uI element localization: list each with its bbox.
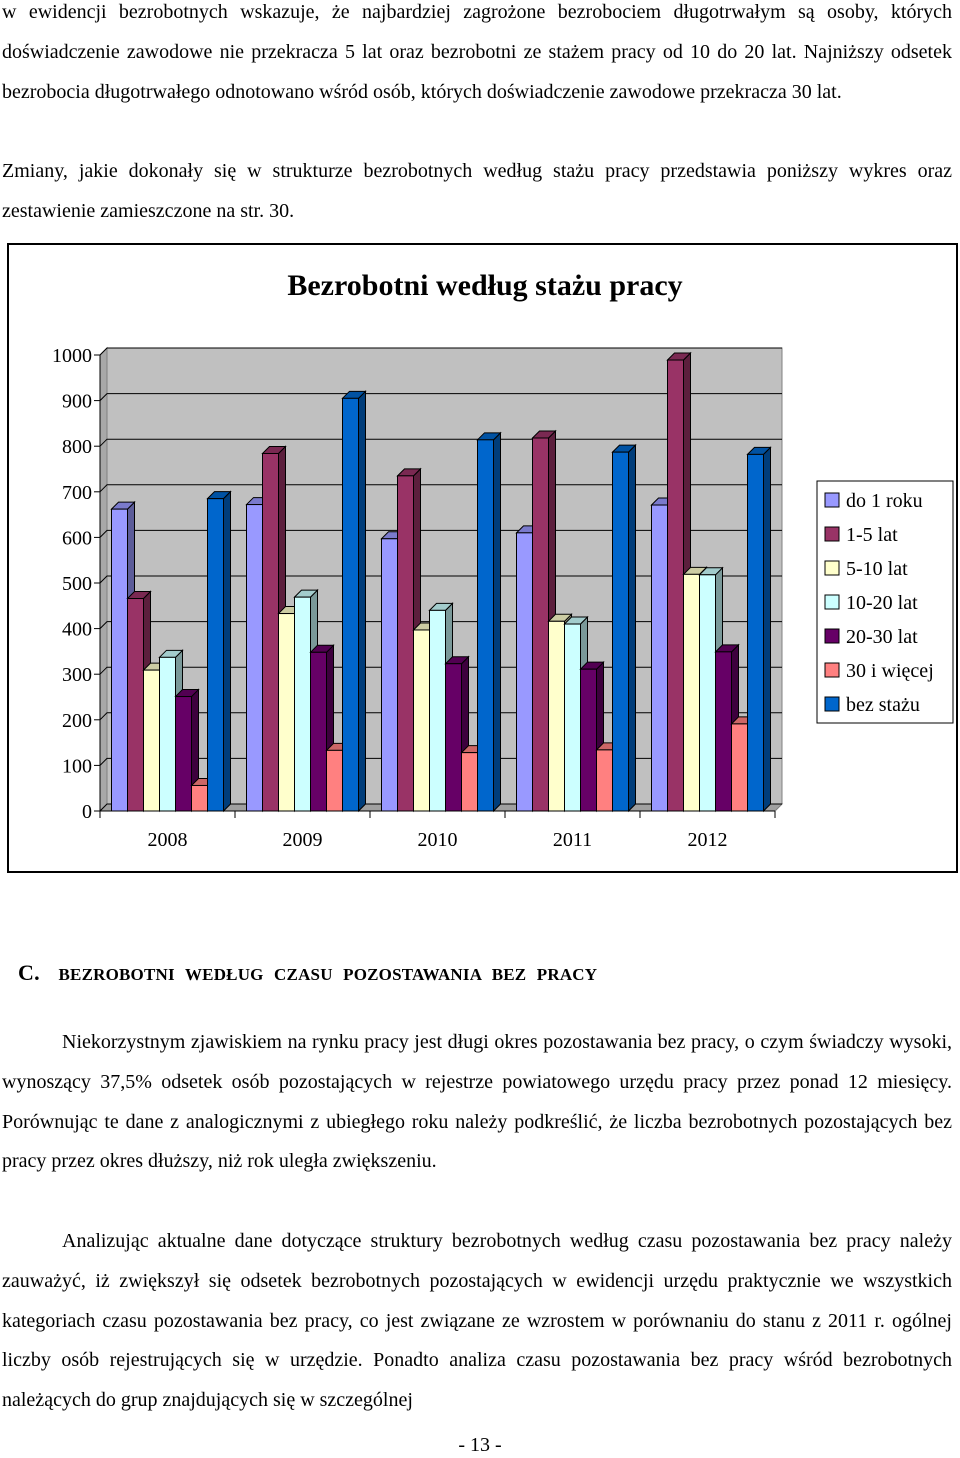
chart-title: Bezrobotni według stażu pracy xyxy=(287,269,682,302)
legend-swatch xyxy=(824,662,840,678)
legend-swatch xyxy=(824,560,840,576)
bar-front xyxy=(207,498,224,812)
gridline xyxy=(99,347,782,356)
bar-front xyxy=(413,629,430,812)
legend-label: 1-5 lat xyxy=(846,524,898,546)
bar-front xyxy=(191,784,208,812)
bar-front xyxy=(516,532,533,812)
section-heading: C. BEZROBOTNI WEDŁUG CZASU POZOSTAWANIA … xyxy=(18,960,597,986)
bar-front xyxy=(111,508,128,812)
bar-front xyxy=(143,669,160,812)
legend-label: 30 i więcej xyxy=(846,660,934,682)
bar-front xyxy=(651,504,668,812)
bar-front xyxy=(477,439,494,812)
page-number: - 13 - xyxy=(458,1434,502,1456)
section-title: BEZROBOTNI WEDŁUG CZASU POZOSTAWANIA BEZ… xyxy=(58,965,598,984)
bar-front xyxy=(596,749,613,812)
bar-front xyxy=(246,504,263,812)
legend-label: 5-10 lat xyxy=(846,558,908,580)
bar-front xyxy=(580,668,597,812)
bar-front xyxy=(262,452,279,812)
bar xyxy=(341,390,367,813)
bar xyxy=(746,446,772,813)
bar-front xyxy=(461,752,478,812)
y-tick-label: 800 xyxy=(62,436,92,458)
gridline xyxy=(99,575,782,584)
legend-swatch xyxy=(824,628,840,644)
paragraph-chart-reference: Zmiany, jakie dokonały się w strukturze … xyxy=(2,160,952,222)
bar xyxy=(206,490,232,813)
legend-label: bez stażu xyxy=(846,694,920,716)
section-label: C. xyxy=(18,960,40,985)
bar-front xyxy=(683,573,700,812)
bar-front xyxy=(294,596,311,812)
bar-front xyxy=(715,651,732,812)
bar-front xyxy=(159,656,176,812)
y-tick-label: 700 xyxy=(62,482,92,504)
legend-label: 10-20 lat xyxy=(846,592,918,614)
bar xyxy=(476,431,502,813)
legend-label: do 1 roku xyxy=(846,490,923,512)
bar-front xyxy=(397,475,414,812)
bar-side xyxy=(358,390,366,813)
x-tick-label: 2010 xyxy=(418,829,458,851)
bar-front xyxy=(747,453,764,812)
bar-front xyxy=(127,598,144,812)
bar-front xyxy=(532,437,549,812)
bar-front xyxy=(731,723,748,812)
x-tick-label: 2011 xyxy=(553,829,592,851)
y-tick-label: 400 xyxy=(62,619,92,641)
paragraph-analysis: Analizując aktualne dane dotyczące struk… xyxy=(2,1230,952,1412)
bar-front xyxy=(612,451,629,812)
y-tick-label: 500 xyxy=(62,573,92,595)
gridline xyxy=(99,529,782,538)
gridline xyxy=(99,484,782,493)
bar-front xyxy=(429,609,446,812)
y-tick-label: 0 xyxy=(82,801,92,823)
y-tick-label: 100 xyxy=(62,755,92,777)
bar-chart: Bezrobotni według stażu pracy 0 100 200 300 4… xyxy=(52,269,954,851)
chart-frame: Bezrobotni według stażu pracy 0 100 200 300 4… xyxy=(7,243,958,873)
legend-swatch xyxy=(824,492,840,508)
legend-swatch xyxy=(824,526,840,542)
y-tick-label: 200 xyxy=(62,710,92,732)
legend-swatch xyxy=(824,696,840,712)
bar-front xyxy=(445,663,462,812)
y-tick-label: 900 xyxy=(62,391,92,413)
bar-side xyxy=(493,431,501,813)
bar-side xyxy=(763,446,771,813)
legend-box xyxy=(816,480,954,724)
bar-front xyxy=(278,613,295,812)
legend-label: 20-30 lat xyxy=(846,626,918,648)
x-tick-label: 2008 xyxy=(148,829,188,851)
paragraph-long-term: Niekorzystnym zjawiskiem na rynku pracy … xyxy=(2,1031,952,1173)
y-tick-label: 1000 xyxy=(52,345,92,367)
gridline xyxy=(99,393,782,401)
bar-front xyxy=(548,620,565,812)
bar-front xyxy=(175,696,192,812)
x-tick-label: 2009 xyxy=(283,829,323,851)
paragraph-intro: w ewidencji bezrobotnych wskazuje, że na… xyxy=(2,1,952,103)
bar-front xyxy=(699,574,716,812)
bar xyxy=(611,443,637,813)
bar-front xyxy=(342,397,359,812)
bar-front xyxy=(667,359,684,812)
bar-front xyxy=(381,538,398,812)
bar-front xyxy=(326,749,343,812)
bar-front xyxy=(564,623,581,812)
y-tick-label: 600 xyxy=(62,527,92,549)
gridline xyxy=(99,438,782,447)
x-tick-label: 2012 xyxy=(688,829,728,851)
bar-front xyxy=(310,651,327,812)
bar-side xyxy=(628,443,636,813)
y-tick-label: 300 xyxy=(62,664,92,686)
bar-side xyxy=(223,490,231,813)
legend-swatch xyxy=(824,594,840,610)
